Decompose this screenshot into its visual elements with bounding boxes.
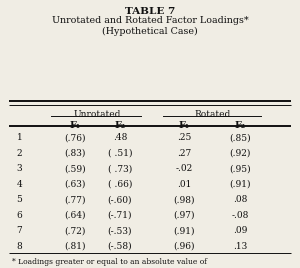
Text: 6: 6 — [16, 211, 22, 220]
Text: 3: 3 — [16, 164, 22, 173]
Text: -.08: -.08 — [231, 211, 249, 220]
Text: .01: .01 — [177, 180, 192, 189]
Text: 2: 2 — [16, 149, 22, 158]
Text: Unrotated and Rotated Factor Loadings*: Unrotated and Rotated Factor Loadings* — [52, 16, 248, 25]
Text: Rotated: Rotated — [194, 110, 230, 119]
Text: .48: .48 — [113, 133, 127, 142]
Text: F₁: F₁ — [179, 121, 190, 130]
Text: (.76): (.76) — [64, 133, 86, 142]
Text: (.91): (.91) — [229, 180, 251, 189]
Text: 1: 1 — [16, 133, 22, 142]
Text: F₁: F₁ — [70, 121, 80, 130]
Text: (-.60): (-.60) — [108, 195, 132, 204]
Text: .25: .25 — [177, 133, 192, 142]
Text: (-.71): (-.71) — [108, 211, 132, 220]
Text: (.97): (.97) — [174, 211, 195, 220]
Text: .27: .27 — [177, 149, 192, 158]
Text: .09: .09 — [233, 226, 247, 236]
Text: -.02: -.02 — [176, 164, 193, 173]
Text: (.83): (.83) — [64, 149, 86, 158]
Text: (.72): (.72) — [64, 226, 86, 236]
Text: (.95): (.95) — [229, 164, 251, 173]
Text: (.64): (.64) — [64, 211, 86, 220]
Text: (.63): (.63) — [64, 180, 86, 189]
Text: (.91): (.91) — [174, 226, 195, 236]
Text: ( .66): ( .66) — [108, 180, 132, 189]
Text: 4: 4 — [16, 180, 22, 189]
Text: (.59): (.59) — [64, 164, 86, 173]
Text: (.77): (.77) — [64, 195, 86, 204]
Text: Unrotated: Unrotated — [74, 110, 121, 119]
Text: (Hypothetical Case): (Hypothetical Case) — [102, 27, 198, 36]
Text: F₂: F₂ — [115, 121, 125, 130]
Text: (.81): (.81) — [64, 242, 86, 251]
Text: (.92): (.92) — [229, 149, 251, 158]
Text: 8: 8 — [16, 242, 22, 251]
Text: 5: 5 — [16, 195, 22, 204]
Text: F₂: F₂ — [235, 121, 245, 130]
Text: .13: .13 — [233, 242, 247, 251]
Text: ( .73): ( .73) — [108, 164, 132, 173]
Text: TABLE 7: TABLE 7 — [125, 7, 175, 16]
Text: ( .51): ( .51) — [108, 149, 132, 158]
Text: * Loadings greater or equal to an absolute value of: * Loadings greater or equal to an absolu… — [12, 258, 207, 266]
Text: (-.53): (-.53) — [108, 226, 132, 236]
Text: .08: .08 — [233, 195, 247, 204]
Text: (.98): (.98) — [174, 195, 195, 204]
Text: (.85): (.85) — [229, 133, 251, 142]
Text: 7: 7 — [16, 226, 22, 236]
Text: (-.58): (-.58) — [108, 242, 132, 251]
Text: (.96): (.96) — [174, 242, 195, 251]
